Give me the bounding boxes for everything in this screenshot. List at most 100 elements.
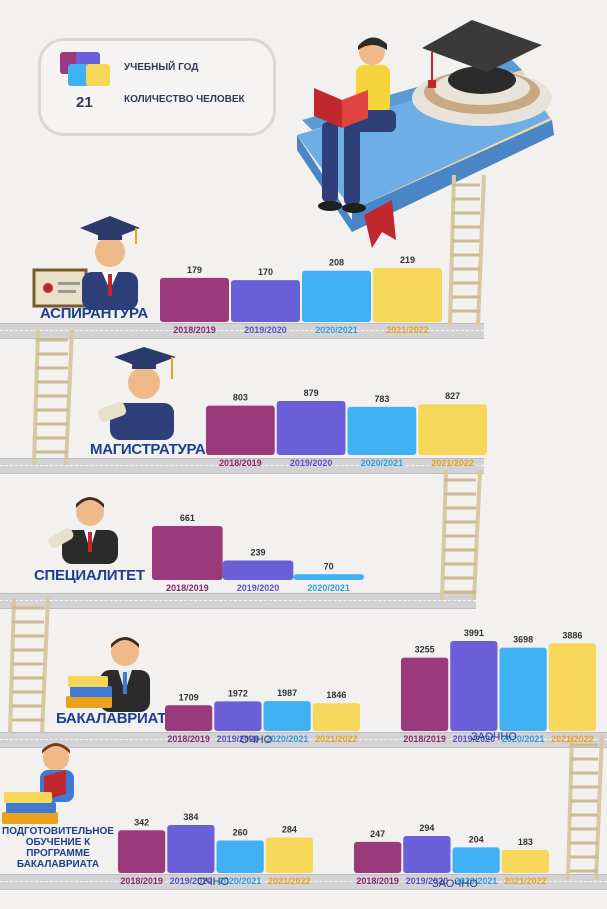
category-label: 2019/2020	[170, 876, 213, 886]
category-label: 2020/2021	[307, 583, 350, 593]
shelf-magistratura	[0, 458, 484, 474]
data-label: 827	[445, 391, 460, 401]
student-reading-book-illustration	[2, 743, 74, 824]
legend-year-label: УЧЕБНЫЙ ГОД	[124, 62, 199, 73]
chart-svg: 803 2018/2019 879 2019/2020 783 2020/2021 827 2…	[206, 388, 487, 468]
chart-prep-ochno: 342 2018/2019 384 2019/2020 260 2020/2021 284 2…	[118, 809, 313, 892]
section-title-aspirantura: АСПИРАНТУРА	[40, 305, 148, 322]
category-label: 2019/2020	[406, 876, 449, 886]
shelf-bakalavriat	[0, 732, 607, 748]
data-label: 239	[250, 547, 265, 557]
category-label: 2019/2020	[290, 458, 333, 468]
bar	[347, 406, 417, 455]
data-label: 70	[324, 561, 334, 571]
bar	[302, 270, 371, 322]
bar	[263, 701, 311, 731]
form-label-zaochno-prep: ЗАОЧНО	[432, 878, 478, 890]
bar	[165, 705, 213, 731]
shelf-specialitet	[0, 593, 476, 609]
chart-svg: 1709 2018/2019 1972 2019/2020 1987 2020/2021 1…	[165, 688, 360, 744]
category-label: 2021/2022	[386, 325, 429, 335]
category-label: 2018/2019	[356, 876, 399, 886]
bar	[118, 830, 166, 873]
bar	[293, 574, 364, 580]
category-label: 2020/2021	[315, 325, 358, 335]
chart-svg: 3255 2018/2019 3991 2019/2020 3698 2020/2021 3…	[401, 628, 596, 744]
data-label: 3991	[464, 628, 484, 638]
bar	[231, 280, 300, 322]
bar	[216, 840, 264, 873]
data-label: 1846	[326, 690, 346, 700]
chart-specialitet: 661 2018/2019 239 2019/2020 70 2020/2021	[152, 510, 364, 599]
data-label: 3698	[513, 635, 533, 645]
ladder-2	[32, 330, 74, 465]
student-on-book-illustration	[297, 20, 554, 248]
bar	[450, 641, 498, 731]
bar	[403, 836, 451, 873]
bar	[548, 643, 596, 731]
bar	[160, 277, 229, 322]
chart-aspirantura: 179 2018/2019 170 2019/2020 208 2020/2021 219 2…	[160, 252, 442, 341]
category-label: 2020/2021	[219, 876, 262, 886]
chart-bak-ochno: 1709 2018/2019 1972 2019/2020 1987 2020/2021 1…	[165, 655, 360, 750]
ladder-3	[440, 470, 482, 600]
bar	[276, 401, 346, 455]
graduate-magistratura-illustration	[97, 347, 176, 440]
bar	[499, 647, 547, 731]
category-label: 2021/2022	[315, 734, 358, 744]
graduate-with-diploma-illustration	[32, 216, 140, 310]
bachelor-with-books-illustration	[66, 637, 150, 712]
category-label: 2019/2020	[237, 583, 280, 593]
category-label: 2021/2022	[431, 458, 474, 468]
bar	[373, 268, 442, 322]
bar	[265, 837, 313, 873]
specialist-with-diploma-illustration	[48, 497, 118, 564]
category-label: 2020/2021	[502, 734, 545, 744]
data-label: 661	[180, 513, 195, 523]
chart-prep-zaochno: 247 2018/2019 294 2019/2020 204 2020/2021 183 2…	[354, 820, 549, 892]
data-label: 183	[518, 837, 533, 847]
section-title-bakalavriat: БАКАЛАВРИАТ	[56, 710, 167, 727]
form-label-ochno-prep: ОЧНО	[197, 876, 230, 888]
category-label: 2019/2020	[453, 734, 496, 744]
bar	[206, 405, 275, 455]
form-label-zaochno-bak: ЗАОЧНО	[471, 731, 517, 743]
data-label: 3255	[415, 645, 435, 655]
category-label: 2018/2019	[166, 583, 209, 593]
chart-bak-zaochno: 3255 2018/2019 3991 2019/2020 3698 2020/2021 3…	[401, 625, 596, 750]
data-label: 294	[419, 823, 434, 833]
data-label: 1709	[179, 692, 199, 702]
category-label: 2018/2019	[403, 734, 446, 744]
bar	[418, 404, 487, 455]
section-title-magistratura: МАГИСТРАТУРА	[90, 441, 206, 458]
bar	[501, 849, 549, 873]
category-label: 2020/2021	[361, 458, 404, 468]
chart-svg: 661 2018/2019 239 2019/2020 70 2020/2021	[152, 513, 364, 593]
shelf-aspirantura	[0, 323, 484, 339]
section-title-podgotovka: ПОДГОТОВИТЕЛЬНОЕ ОБУЧЕНИЕ К ПРОГРАММЕ БА…	[2, 826, 114, 870]
bar	[222, 560, 294, 580]
category-label: 2018/2019	[120, 876, 163, 886]
ladder-1	[448, 175, 486, 325]
shelf-podgotovka	[0, 874, 607, 890]
data-label: 1987	[277, 688, 297, 698]
bar	[167, 825, 215, 873]
category-label: 2020/2021	[455, 876, 498, 886]
chart-magistratura: 803 2018/2019 879 2019/2020 783 2020/2021 827 2…	[206, 385, 487, 474]
data-label: 247	[370, 829, 385, 839]
data-label: 803	[233, 393, 248, 403]
data-label: 384	[183, 812, 198, 822]
data-label: 1972	[228, 688, 248, 698]
data-label: 260	[233, 828, 248, 838]
data-label: 170	[258, 267, 273, 277]
chart-svg: 342 2018/2019 384 2019/2020 260 2020/2021 284 2…	[118, 812, 313, 886]
data-label: 208	[329, 258, 344, 268]
data-label: 284	[282, 825, 297, 835]
category-label: 2018/2019	[219, 458, 262, 468]
bar	[401, 657, 449, 731]
section-title-specialitet: СПЕЦИАЛИТЕТ	[34, 567, 145, 584]
legend-count-example: 21	[76, 94, 93, 111]
bar	[312, 703, 360, 731]
ladder-4	[8, 598, 50, 733]
data-label: 3886	[562, 630, 582, 640]
